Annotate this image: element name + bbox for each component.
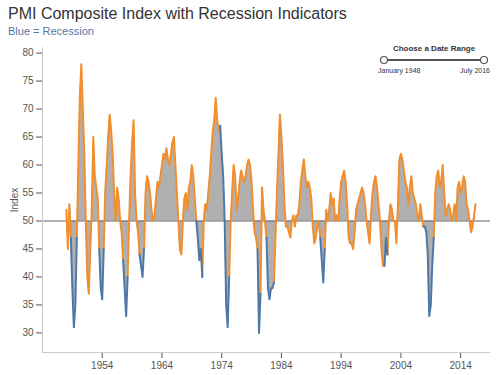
svg-text:70: 70	[22, 103, 34, 114]
svg-text:40: 40	[22, 271, 34, 282]
html-text:PMI Composite Index with Reces: PMI Composite Index with Recession Indic…	[8, 5, 347, 22]
svg-text:Index: Index	[9, 188, 20, 212]
svg-text:60: 60	[22, 159, 34, 170]
svg-text:1994: 1994	[330, 360, 353, 371]
html-text:Blue = Recession: Blue = Recession	[8, 25, 94, 37]
html-text:January 1948: January 1948	[378, 67, 421, 74]
html-text:July 2016: July 2016	[460, 67, 490, 74]
svg-text:2004: 2004	[390, 360, 413, 371]
svg-text:2014: 2014	[450, 360, 473, 371]
svg-text:1964: 1964	[151, 360, 174, 371]
svg-text:1974: 1974	[211, 360, 234, 371]
svg-text:50: 50	[22, 215, 34, 226]
svg-text:1954: 1954	[91, 360, 114, 371]
svg-text:45: 45	[22, 243, 34, 254]
svg-text:55: 55	[22, 187, 34, 198]
svg-text:80: 80	[22, 47, 34, 58]
svg-text:30: 30	[22, 327, 34, 338]
svg-text:75: 75	[22, 75, 34, 86]
svg-text:1984: 1984	[270, 360, 293, 371]
svg-text:35: 35	[22, 299, 34, 310]
html-text:Choose a Date Range: Choose a Date Range	[392, 44, 476, 53]
svg-text:65: 65	[22, 131, 34, 142]
